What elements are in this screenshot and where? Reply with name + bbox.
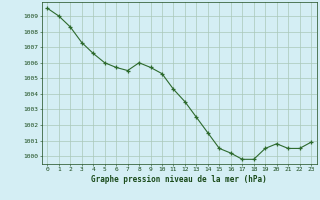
X-axis label: Graphe pression niveau de la mer (hPa): Graphe pression niveau de la mer (hPa) bbox=[91, 175, 267, 184]
